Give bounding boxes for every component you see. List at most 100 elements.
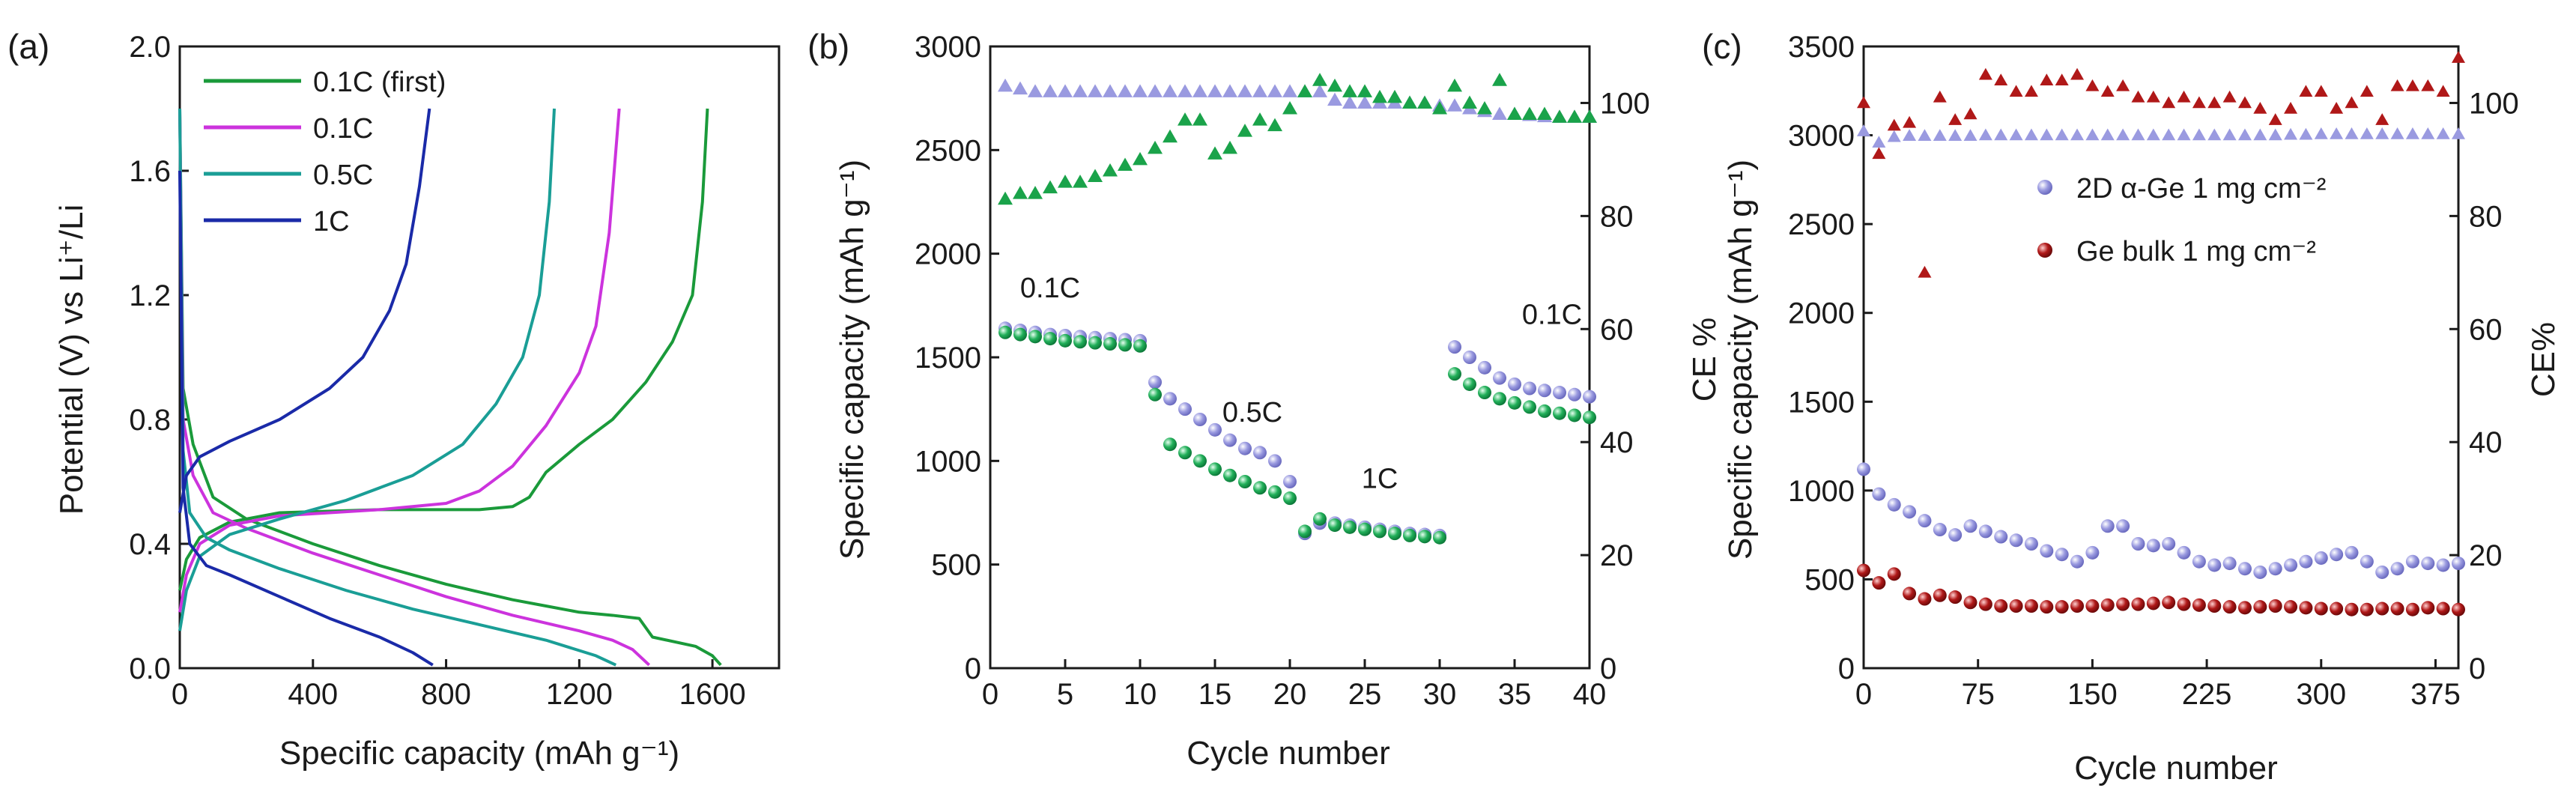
data-point (1133, 339, 1147, 353)
data-point (1418, 530, 1431, 544)
data-point (1872, 487, 1886, 501)
data-point (2131, 537, 2145, 551)
data-point (1493, 371, 1506, 385)
data-point-triangle (2040, 128, 2054, 141)
data-point-triangle (2070, 128, 2085, 141)
panel-label-a: (a) (7, 27, 49, 66)
data-point (1238, 475, 1252, 488)
data-point (1178, 446, 1192, 460)
data-point-triangle (1118, 157, 1133, 171)
data-point-triangle (2405, 127, 2419, 139)
data-point-triangle (2116, 128, 2130, 141)
data-point (1283, 475, 1297, 488)
y-right-tick-label: 40 (1600, 426, 1634, 459)
series-line-charge (178, 108, 621, 613)
data-point (1463, 377, 1476, 391)
x-tick-label: 15 (1198, 678, 1232, 711)
data-point (1523, 400, 1536, 414)
data-point (2268, 562, 2282, 576)
data-point-triangle (2390, 127, 2404, 139)
data-point (2452, 557, 2465, 571)
data-point-triangle (1492, 106, 1507, 121)
data-point-triangle (2009, 128, 2023, 141)
data-point (2207, 558, 2222, 572)
data-point (1857, 462, 1870, 476)
data-point (2405, 602, 2419, 616)
legend-label: 0.5C (313, 160, 373, 191)
data-point (1887, 497, 1901, 512)
data-point (2070, 599, 2085, 613)
data-point (998, 325, 1012, 339)
data-point-triangle (1237, 124, 1252, 137)
data-point (1313, 512, 1327, 526)
data-point (1538, 404, 1551, 418)
rate-annotation: 0.1C (1020, 273, 1080, 304)
data-point (2024, 599, 2038, 613)
data-point (1478, 386, 1491, 400)
data-point-triangle (1282, 101, 1297, 115)
data-point (2040, 544, 2054, 558)
data-point (1463, 351, 1476, 364)
data-point (1058, 333, 1072, 348)
data-point-triangle (2222, 90, 2237, 103)
y-axis-right-label-b: CE % (1686, 318, 1723, 401)
x-tick-label: 1600 (679, 678, 746, 711)
data-point-triangle (2162, 128, 2176, 141)
data-point (1493, 392, 1506, 406)
y-tick-label: 0.8 (129, 404, 171, 437)
data-point-triangle (2436, 127, 2450, 139)
y-tick-label: 3000 (915, 31, 981, 64)
data-point (2330, 548, 2344, 562)
data-point-triangle (1267, 84, 1282, 97)
data-point (2330, 601, 2344, 616)
data-point (1933, 523, 1947, 537)
data-point-triangle (2146, 90, 2160, 103)
data-point (1872, 576, 1886, 590)
data-point-triangle (2452, 51, 2465, 63)
data-point (2375, 565, 2389, 579)
data-point-triangle (1372, 89, 1387, 103)
data-point-triangle (1207, 146, 1222, 160)
x-tick-label: 800 (421, 678, 471, 711)
data-point (1343, 520, 1357, 534)
data-point-triangle (1178, 84, 1192, 97)
data-point-triangle (1222, 140, 1237, 154)
y-tick-label: 0 (965, 652, 981, 685)
data-point-triangle (1327, 78, 1342, 92)
data-point (2037, 180, 2052, 195)
y-right-tick-label: 60 (2469, 313, 2503, 346)
y-axis-label-b: Specific capacity (mAh g⁻¹) (834, 160, 870, 560)
data-point (1253, 481, 1267, 495)
y-right-tick-label: 80 (2469, 200, 2503, 233)
data-point (2284, 600, 2298, 614)
data-point (2222, 557, 2237, 571)
panel-c: (c) 0 75 150 225 300 375050010001500200025003… (1702, 27, 2562, 787)
x-tick-label: 20 (1273, 678, 1307, 711)
data-point-triangle (1857, 124, 1870, 136)
data-point-triangle (1872, 136, 1886, 148)
data-point (1978, 597, 1992, 611)
data-point (1887, 567, 1901, 581)
data-point-triangle (1252, 84, 1267, 97)
rate-annotation: 1C (1362, 463, 1398, 494)
y-right-tick-label: 0 (2469, 652, 2485, 685)
data-point-triangle (1887, 118, 1901, 131)
data-point (1508, 377, 1521, 391)
data-point-triangle (2100, 128, 2115, 141)
data-point-triangle (1133, 151, 1148, 166)
data-point (2253, 565, 2267, 579)
data-point-triangle (1567, 109, 1582, 123)
data-point (1268, 485, 1282, 499)
data-point (2253, 600, 2267, 614)
data-point (2131, 597, 2145, 611)
x-tick-label: 400 (288, 678, 338, 711)
data-point-triangle (2421, 79, 2435, 91)
data-point (2070, 554, 2085, 569)
data-point (1118, 338, 1132, 352)
data-point (1148, 375, 1162, 390)
data-point-triangle (1918, 265, 1932, 278)
data-point (2360, 554, 2374, 569)
data-point (2299, 601, 2313, 615)
data-point-triangle (2055, 128, 2069, 141)
series-line-discharge (178, 170, 434, 667)
